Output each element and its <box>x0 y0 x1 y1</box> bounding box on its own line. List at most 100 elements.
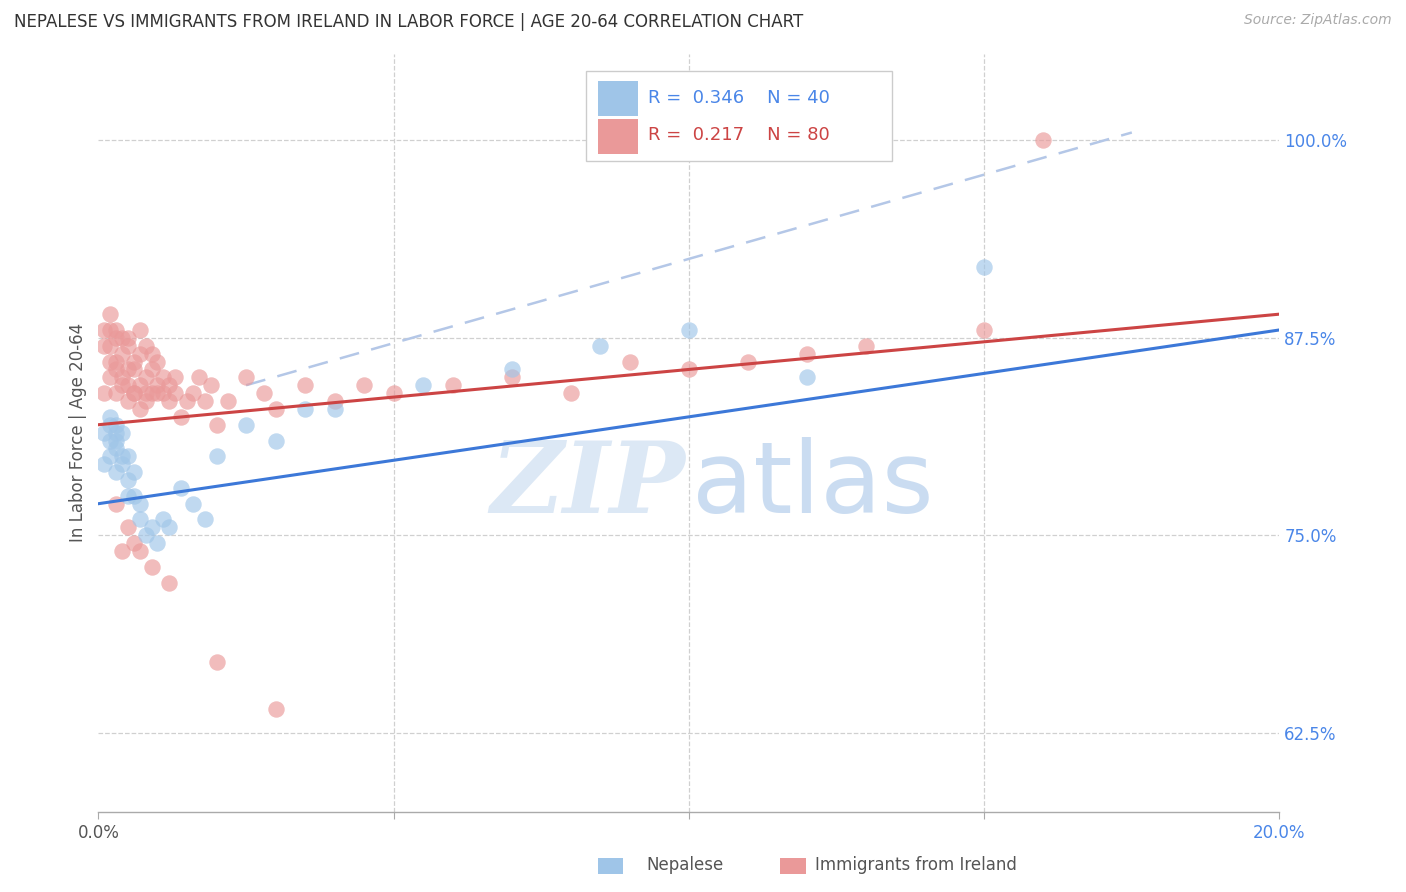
Text: atlas: atlas <box>693 437 934 534</box>
Point <box>111 425 134 440</box>
Point <box>323 401 346 416</box>
Point <box>187 370 209 384</box>
Point <box>205 450 228 464</box>
Point <box>93 339 115 353</box>
Point <box>93 457 115 471</box>
Point <box>589 339 612 353</box>
Point <box>152 370 174 384</box>
Point <box>98 307 121 321</box>
Point <box>128 323 150 337</box>
Text: R =  0.346    N = 40: R = 0.346 N = 40 <box>648 89 830 107</box>
Point <box>105 386 128 401</box>
Text: R =  0.217    N = 80: R = 0.217 N = 80 <box>648 127 830 145</box>
Point <box>111 331 134 345</box>
Point <box>264 702 287 716</box>
Point <box>128 512 150 526</box>
Point <box>93 386 115 401</box>
Point <box>170 481 193 495</box>
FancyBboxPatch shape <box>598 119 638 153</box>
Point <box>235 417 257 432</box>
Point <box>235 370 257 384</box>
Point <box>382 386 405 401</box>
Point <box>141 362 163 376</box>
Point <box>128 378 150 392</box>
Point <box>111 544 134 558</box>
FancyBboxPatch shape <box>586 71 891 161</box>
Text: Nepalese: Nepalese <box>647 856 724 874</box>
Text: NEPALESE VS IMMIGRANTS FROM IRELAND IN LABOR FORCE | AGE 20-64 CORRELATION CHART: NEPALESE VS IMMIGRANTS FROM IRELAND IN L… <box>14 13 803 31</box>
Point <box>294 378 316 392</box>
Point <box>105 362 128 376</box>
Point <box>157 575 180 590</box>
Point <box>157 378 180 392</box>
Point <box>117 450 139 464</box>
Point <box>146 354 169 368</box>
Point <box>122 386 145 401</box>
Point <box>152 386 174 401</box>
Point <box>105 497 128 511</box>
Point <box>105 434 128 448</box>
Point <box>205 655 228 669</box>
Point <box>181 386 204 401</box>
Point <box>117 473 139 487</box>
Point <box>105 417 128 432</box>
Point <box>111 378 134 392</box>
Point <box>122 386 145 401</box>
Point <box>194 394 217 409</box>
Point <box>93 425 115 440</box>
Point <box>105 331 128 345</box>
Point <box>111 450 134 464</box>
Point <box>135 386 157 401</box>
Point <box>157 394 180 409</box>
Point <box>135 394 157 409</box>
Point <box>117 362 139 376</box>
Point <box>152 512 174 526</box>
Point <box>111 346 134 360</box>
Point <box>128 346 150 360</box>
Point <box>165 386 187 401</box>
Point <box>170 409 193 424</box>
Point <box>105 442 128 456</box>
Point <box>98 409 121 424</box>
Point <box>1032 133 1054 147</box>
Point <box>117 520 139 534</box>
Point <box>141 386 163 401</box>
Point <box>135 339 157 353</box>
Point <box>176 394 198 409</box>
Point <box>98 370 121 384</box>
Y-axis label: In Labor Force | Age 20-64: In Labor Force | Age 20-64 <box>69 323 87 542</box>
Point <box>122 536 145 550</box>
Point <box>264 434 287 448</box>
Point <box>441 378 464 392</box>
Point <box>105 425 128 440</box>
Point <box>146 378 169 392</box>
Point <box>122 354 145 368</box>
Point <box>98 339 121 353</box>
Point <box>501 362 523 376</box>
Text: Immigrants from Ireland: Immigrants from Ireland <box>815 856 1018 874</box>
Point <box>973 260 995 274</box>
Point <box>253 386 276 401</box>
Point <box>105 323 128 337</box>
Point <box>973 323 995 337</box>
Point <box>117 394 139 409</box>
Text: Source: ZipAtlas.com: Source: ZipAtlas.com <box>1244 13 1392 28</box>
Point <box>135 528 157 542</box>
Point <box>128 401 150 416</box>
Point <box>135 370 157 384</box>
Point <box>105 465 128 479</box>
Point <box>157 520 180 534</box>
Point <box>117 339 139 353</box>
Point <box>98 417 121 432</box>
Point <box>181 497 204 511</box>
Point <box>141 560 163 574</box>
Point <box>217 394 239 409</box>
Point <box>165 370 187 384</box>
Point <box>98 354 121 368</box>
Point <box>560 386 582 401</box>
Point <box>264 401 287 416</box>
Point <box>294 401 316 416</box>
Text: ZIP: ZIP <box>491 437 685 534</box>
Point <box>855 339 877 353</box>
Point <box>796 370 818 384</box>
